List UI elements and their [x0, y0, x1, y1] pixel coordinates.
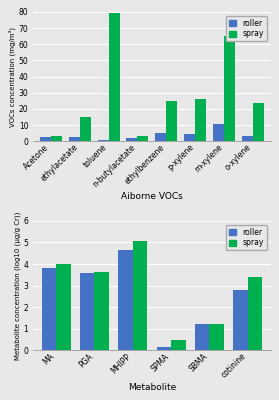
Bar: [171, 340, 186, 350]
X-axis label: Metabolite: Metabolite: [128, 383, 176, 392]
Bar: [155, 133, 166, 141]
Bar: [133, 241, 147, 350]
Bar: [213, 124, 224, 141]
Legend: roller, spray: roller, spray: [226, 16, 267, 41]
Bar: [118, 250, 133, 350]
Bar: [42, 268, 56, 350]
Legend: roller, spray: roller, spray: [226, 225, 267, 250]
Bar: [242, 136, 253, 141]
Bar: [157, 347, 171, 350]
Bar: [166, 101, 177, 141]
Bar: [109, 14, 119, 141]
Bar: [184, 134, 195, 141]
Bar: [40, 137, 50, 141]
Y-axis label: Metabolite concentration (log10 (μg/g Cr)): Metabolite concentration (log10 (μg/g Cr…: [14, 212, 21, 360]
Bar: [224, 36, 235, 141]
Bar: [69, 137, 80, 141]
Bar: [95, 272, 109, 350]
Bar: [210, 324, 224, 350]
Bar: [138, 136, 148, 141]
Bar: [253, 103, 264, 141]
Bar: [195, 99, 206, 141]
Bar: [80, 273, 95, 350]
Y-axis label: VOCs concentration (mg/m³): VOCs concentration (mg/m³): [8, 26, 16, 126]
Bar: [56, 264, 71, 350]
Bar: [126, 138, 138, 141]
X-axis label: Aiborne VOCs: Aiborne VOCs: [121, 192, 183, 201]
Bar: [233, 290, 248, 350]
Bar: [195, 324, 210, 350]
Bar: [80, 117, 91, 141]
Bar: [97, 140, 109, 141]
Bar: [50, 136, 62, 141]
Bar: [248, 277, 262, 350]
